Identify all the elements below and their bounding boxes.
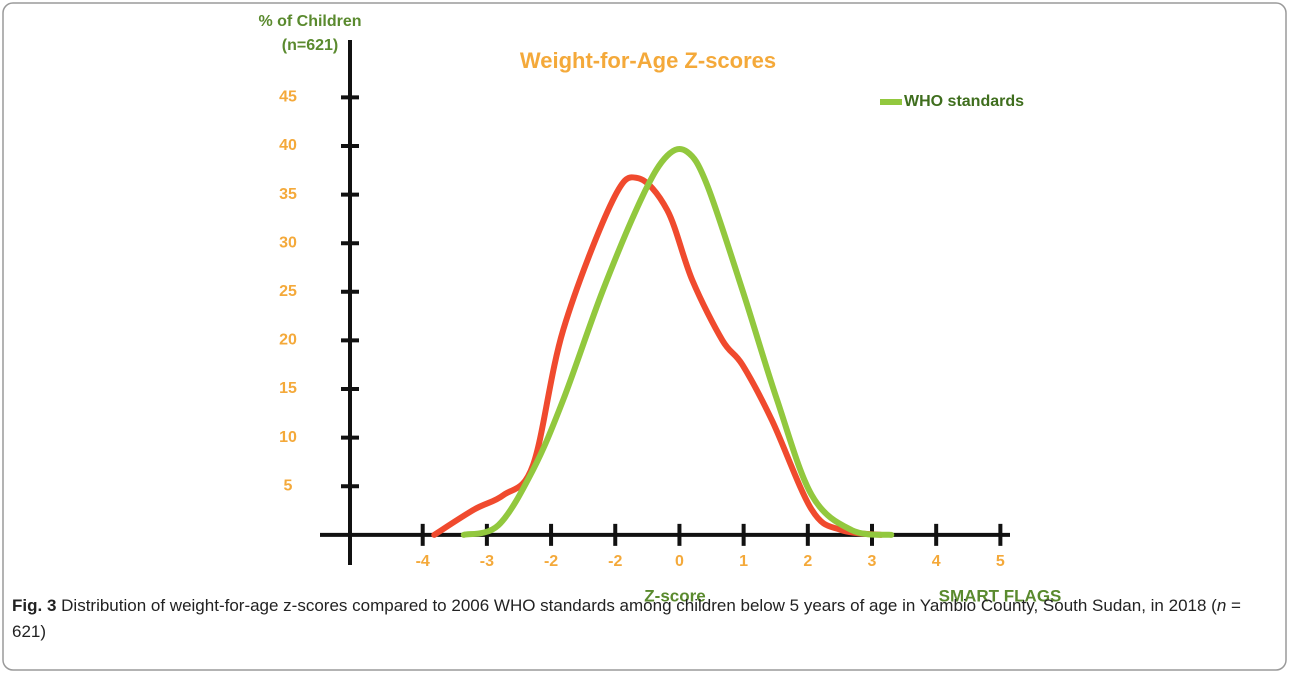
x-tick-label: 5	[996, 553, 1005, 570]
line-series	[431, 174, 884, 538]
x-axis-label: Z-score	[644, 586, 705, 605]
caption-text: Distribution of weight-for-age z-scores …	[61, 596, 1217, 615]
x-tick-label: -2	[544, 553, 558, 570]
caption-label: Fig. 3	[12, 596, 57, 615]
x-tick-label: 0	[675, 553, 684, 570]
x-tick-label: -2	[608, 553, 622, 570]
x-axis-extra-label: SMART FLAGS	[939, 586, 1062, 605]
y-tick-label: 20	[279, 332, 297, 349]
y-tick-label: 15	[279, 380, 297, 397]
x-tick-label: 1	[739, 553, 748, 570]
y-tick-label: 40	[279, 137, 297, 154]
chart-title: Weight-for-Age Z-scores	[520, 48, 776, 73]
x-tick-label: -4	[416, 553, 430, 570]
y-axis-label: % of Children	[258, 13, 361, 30]
y-tick-label: 10	[279, 429, 297, 446]
x-tick-label: -3	[480, 553, 494, 570]
line-series	[460, 145, 895, 538]
y-tick-label: 30	[279, 234, 297, 251]
caption: Fig. 3 Distribution of weight-for-age z-…	[12, 593, 1277, 645]
caption-italic: n	[1216, 596, 1227, 615]
y-tick-label: 5	[284, 477, 293, 494]
y-tick-label: 45	[279, 89, 297, 106]
y-axis-label: (n=621)	[282, 37, 338, 54]
legend-label: WHO standards	[904, 93, 1024, 110]
x-tick-label: 3	[868, 553, 877, 570]
x-tick-label: 2	[803, 553, 812, 570]
caption-end: = 621)	[12, 596, 1241, 641]
x-tick-label: 4	[932, 553, 941, 570]
y-tick-label: 25	[279, 283, 297, 300]
y-tick-label: 35	[279, 186, 297, 203]
